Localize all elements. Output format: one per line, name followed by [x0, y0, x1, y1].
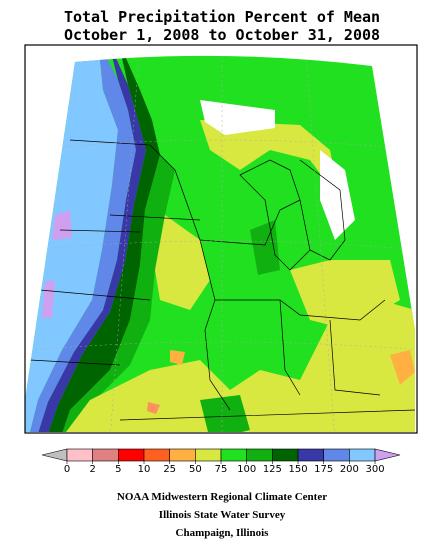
title-line: October 1, 2008 to October 31, 2008	[64, 26, 380, 44]
map-frame	[24, 44, 418, 434]
legend-tick-label: 10	[138, 464, 151, 475]
legend-swatch	[92, 448, 119, 462]
legend-tick-label: 200	[340, 464, 359, 475]
footer-line: NOAA Midwestern Regional Climate Center	[117, 491, 327, 503]
legend-swatch	[349, 448, 376, 462]
legend-swatch	[66, 448, 93, 462]
title-line: Total Precipitation Percent of Mean	[64, 8, 380, 26]
legend-swatch	[41, 448, 68, 462]
legend-swatch	[220, 448, 247, 462]
legend-swatch	[272, 448, 299, 462]
legend-swatch	[297, 448, 324, 462]
legend-tick-label: 100	[237, 464, 256, 475]
legend-tick-label: 25	[163, 464, 176, 475]
legend-swatch	[169, 448, 196, 462]
legend-swatch	[323, 448, 350, 462]
legend-tick-label: 75	[215, 464, 228, 475]
legend-swatch	[118, 448, 145, 462]
footer-line: Champaign, Illinois	[176, 527, 270, 539]
legend-swatch	[246, 448, 273, 462]
legend-tick-label: 5	[115, 464, 121, 475]
legend-tick-label: 2	[89, 464, 95, 475]
legend-tick-label: 50	[189, 464, 202, 475]
legend-tick-label: 150	[288, 464, 307, 475]
legend-tick-label: 300	[365, 464, 384, 475]
legend-swatch	[195, 448, 222, 462]
footer-line: Illinois State Water Survey	[159, 509, 286, 521]
legend-swatch	[374, 448, 401, 462]
legend-swatch	[143, 448, 170, 462]
legend-tick-label: 0	[64, 464, 70, 475]
legend-tick-label: 125	[263, 464, 282, 475]
map	[25, 55, 415, 432]
legend-tick-label: 175	[314, 464, 333, 475]
legend: 0 2 5 10 25 50 75 100 125 150 175 200 300	[41, 448, 401, 475]
